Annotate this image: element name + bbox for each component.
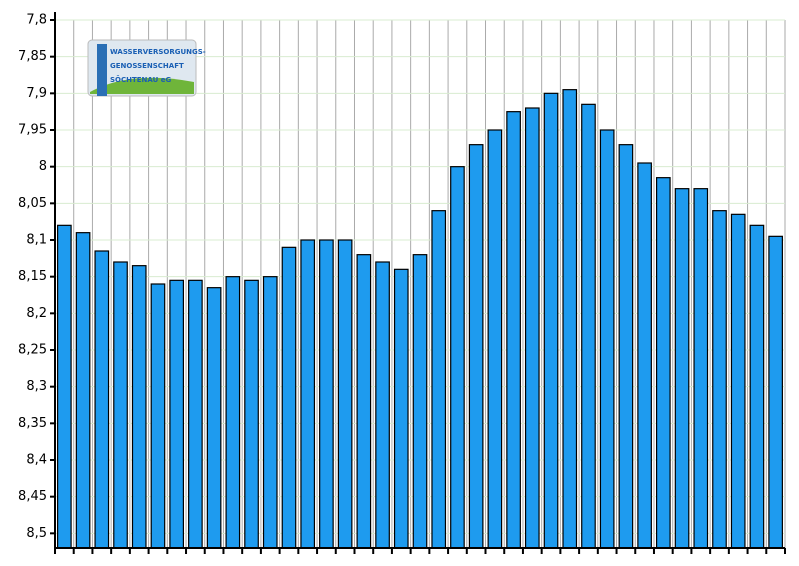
bar	[94, 250, 110, 549]
bar	[637, 162, 652, 549]
y-tick-label: 8,05	[18, 196, 47, 211]
bar	[655, 177, 671, 549]
y-tick-label: 8	[39, 159, 47, 174]
bar	[749, 224, 765, 549]
y-tick-label: 8,5	[26, 526, 47, 541]
bar	[768, 235, 783, 549]
bar	[206, 287, 222, 549]
bar	[375, 261, 390, 549]
bar	[300, 239, 316, 549]
bar	[131, 265, 147, 549]
bar	[393, 268, 409, 549]
bar	[618, 144, 634, 549]
logo-text: GENOSSENSCHAFT	[110, 62, 184, 70]
bar	[150, 283, 166, 549]
bar	[412, 254, 428, 549]
y-tick-label: 8,4	[26, 453, 47, 468]
y-tick-label: 8,3	[26, 379, 47, 394]
bar	[337, 239, 353, 549]
bar	[431, 210, 447, 549]
y-tick-label: 8,45	[18, 489, 47, 504]
bar	[599, 129, 615, 549]
bar	[468, 144, 484, 549]
bar	[693, 188, 709, 549]
bar	[450, 166, 465, 549]
logo-tower	[97, 44, 107, 96]
y-tick-label: 8,1	[26, 233, 47, 248]
bar	[169, 279, 185, 549]
y-tick-label: 7,95	[18, 123, 47, 138]
bar	[75, 232, 91, 549]
bar	[225, 276, 241, 549]
bar	[730, 213, 746, 549]
bar	[281, 246, 297, 549]
bar	[487, 129, 503, 549]
bar	[524, 107, 540, 549]
bar	[188, 279, 203, 549]
bar	[506, 111, 521, 549]
y-tick-label: 8,25	[18, 343, 47, 358]
bar	[262, 276, 278, 549]
bar	[581, 103, 596, 549]
bar	[319, 239, 334, 549]
logo-hill	[90, 77, 194, 94]
bar	[356, 254, 372, 549]
y-tick-label: 8,15	[18, 269, 47, 284]
bar	[712, 210, 727, 549]
y-tick-label: 7,8	[26, 13, 47, 28]
logo-text: SÖCHTENAU eG	[110, 75, 171, 84]
y-tick-label: 7,85	[18, 49, 47, 64]
bar	[57, 224, 72, 549]
y-tick-label: 7,9	[26, 86, 47, 101]
bar	[674, 188, 690, 549]
y-tick-label: 8,2	[26, 306, 47, 321]
bar	[562, 89, 578, 549]
bar	[543, 92, 559, 549]
logo-text: WASSERVERSORGUNGS-	[110, 48, 206, 56]
bar	[113, 261, 128, 549]
bar	[244, 279, 259, 549]
logo: WASSERVERSORGUNGS- GENOSSENSCHAFT SÖCHTE…	[87, 39, 206, 97]
y-tick-label: 8,35	[18, 416, 47, 431]
